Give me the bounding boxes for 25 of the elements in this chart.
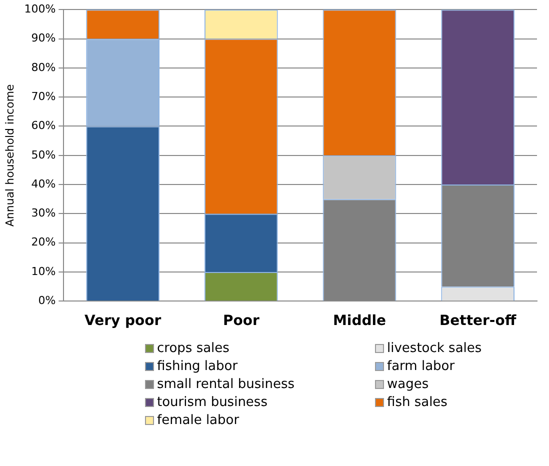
y-tick-label: 20% — [31, 236, 56, 249]
legend-label: livestock sales — [386, 340, 483, 357]
y-tick-label: 90% — [31, 32, 56, 45]
legend-label: farm labor — [386, 358, 456, 375]
y-axis-title: Annual household income — [3, 84, 16, 227]
y-tick-label: 10% — [31, 264, 56, 278]
y-tick-label: 70% — [31, 90, 56, 103]
y-tick-label: 40% — [31, 177, 56, 190]
y-tick-label: 80% — [31, 60, 56, 74]
legend-label: wages — [386, 376, 430, 393]
x-tick-label: Poor — [222, 313, 260, 330]
x-tick-label: Middle — [332, 313, 386, 330]
legend-label: crops sales — [156, 340, 230, 357]
legend-label: fishing labor — [156, 358, 239, 375]
legend-label: tourism business — [156, 394, 268, 411]
y-tick-label: 50% — [31, 148, 56, 162]
legend-label: fish sales — [386, 394, 448, 411]
legend-label: female labor — [156, 412, 240, 429]
y-tick-label: 30% — [31, 206, 56, 220]
x-tick-label: Very poor — [84, 313, 162, 330]
legend-label: small rental business — [156, 376, 296, 393]
y-tick-label: 60% — [31, 119, 56, 132]
y-tick-label: 0% — [38, 294, 56, 308]
y-tick-label: 100% — [24, 2, 56, 16]
x-tick-label: Better-off — [439, 313, 517, 330]
